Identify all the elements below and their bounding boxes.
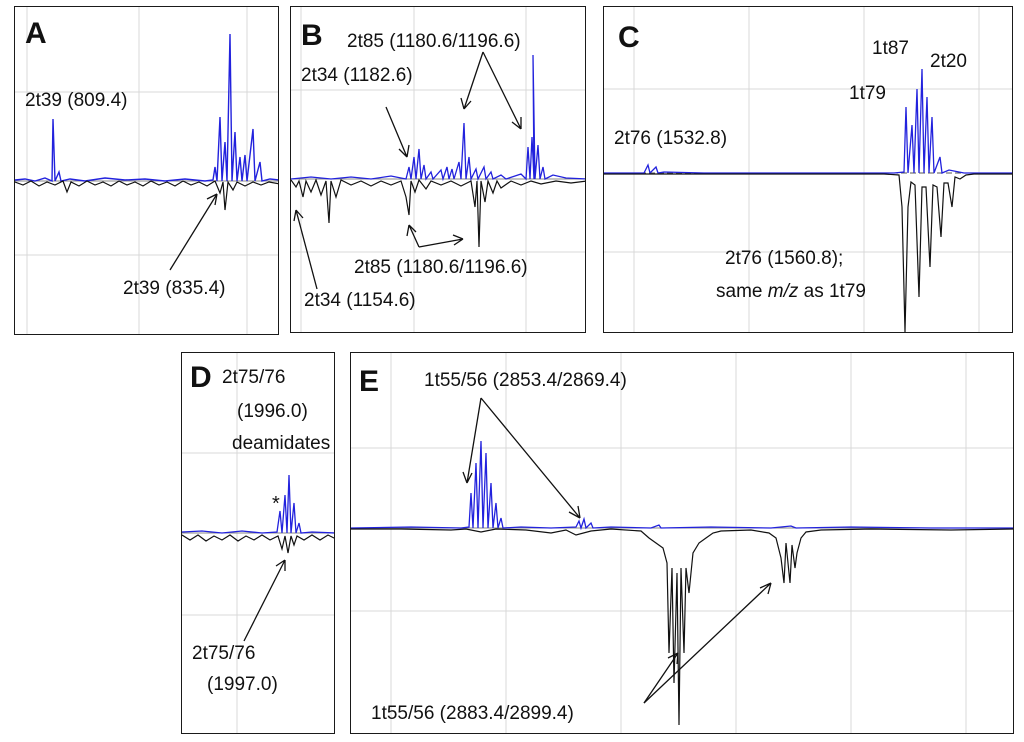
annotation-1997: (1997.0) xyxy=(207,674,278,695)
panel-e-plot xyxy=(351,353,1013,733)
annotation-2t85-negative: 2t85 (1180.6/1196.6) xyxy=(354,257,528,278)
annotation-1t79: 1t79 xyxy=(849,83,886,104)
arrow-icon xyxy=(418,234,464,248)
annotation-2t39-negative: 2t39 (835.4) xyxy=(123,278,226,299)
annotation-2t76-negative: 2t76 (1560.8); xyxy=(725,248,844,269)
annotation-2t75-76-positive: 2t75/76 xyxy=(222,367,286,388)
annotation-2t75-76-negative: 2t75/76 xyxy=(192,643,256,664)
annotation-deamidates: deamidates xyxy=(232,433,331,454)
arrow-icon xyxy=(385,106,410,158)
panel-c-label: C xyxy=(618,21,640,54)
annotation-mz-label: m/z xyxy=(767,281,799,302)
panel-b: B 2t85 (1180.6/1196.6) 2t34 (1182.6) 2t8… xyxy=(290,6,586,333)
panel-a: A 2t39 (809.4) 2t39 (835.4) xyxy=(14,6,279,335)
panel-c: C 1t87 2t20 1t79 2t76 (1532.8) 2t76 (156… xyxy=(603,6,1013,333)
annotation-2t39-positive: 2t39 (809.4) xyxy=(25,90,128,111)
annotation-as-1t79-label: as 1t79 xyxy=(803,281,866,302)
arrow-icon xyxy=(243,559,286,642)
arrow-icon xyxy=(482,51,522,130)
panel-d: D 2t75/76 (1996.0) deamidates * 2t75/76 … xyxy=(181,352,335,734)
annotation-2t34-positive: 2t34 (1182.6) xyxy=(301,65,413,86)
panel-c-grid xyxy=(604,7,1012,332)
annotation-1t55-56-negative: 1t55/56 (2883.4/2899.4) xyxy=(371,703,574,724)
panel-b-label: B xyxy=(301,19,323,52)
panel-d-arrows xyxy=(243,559,286,642)
arrowhead-icon xyxy=(206,193,218,206)
arrow-icon xyxy=(480,397,581,519)
panel-d-negative-trace xyxy=(182,534,334,554)
annotation-same-label: same xyxy=(716,281,763,302)
panel-e-grid xyxy=(351,353,1013,733)
panel-b-negative-trace xyxy=(291,178,585,248)
panel-d-label: D xyxy=(190,361,212,394)
arrow-icon xyxy=(643,652,679,704)
panel-c-positive-trace xyxy=(604,68,1012,175)
annotation-1t87: 1t87 xyxy=(872,38,909,59)
annotation-1996: (1996.0) xyxy=(237,401,308,422)
panel-e-positive-trace xyxy=(351,440,1013,531)
annotation-2t20: 2t20 xyxy=(930,51,967,72)
panel-a-grid xyxy=(15,7,278,334)
panel-d-positive-trace xyxy=(182,474,334,534)
annotation-2t85-positive: 2t85 (1180.6/1196.6) xyxy=(347,31,521,52)
panel-a-arrows xyxy=(169,193,218,271)
panel-b-plot xyxy=(291,7,585,332)
annotation-asterisk: * xyxy=(272,493,280,515)
annotation-2t34-negative: 2t34 (1154.6) xyxy=(304,290,416,311)
panel-d-grid xyxy=(182,353,334,733)
panel-e-label: E xyxy=(359,365,380,398)
panel-d-plot xyxy=(182,353,334,733)
annotation-2t76-positive: 2t76 (1532.8) xyxy=(614,128,728,149)
panel-e-negative-trace xyxy=(351,528,1013,726)
panel-e: E 1t55/56 (2853.4/2869.4) 1t55/56 (2883.… xyxy=(350,352,1014,734)
panel-c-negative-trace xyxy=(604,173,1012,332)
panel-b-arrows xyxy=(293,51,522,290)
panel-c-plot xyxy=(604,7,1012,332)
annotation-1t55-56-positive: 1t55/56 (2853.4/2869.4) xyxy=(424,370,627,391)
arrow-icon xyxy=(462,397,482,484)
panel-b-positive-trace xyxy=(291,54,585,182)
arrow-icon xyxy=(169,193,218,271)
panel-a-label: A xyxy=(25,17,47,50)
panel-a-positive-trace xyxy=(15,33,278,183)
arrow-icon xyxy=(293,209,318,290)
panel-e-arrows xyxy=(462,397,772,704)
arrow-icon xyxy=(643,582,772,704)
panel-a-plot xyxy=(15,7,278,334)
panel-a-negative-trace xyxy=(15,180,278,211)
arrow-icon xyxy=(406,224,420,248)
arrow-icon xyxy=(460,51,484,110)
annotation-same-mz: same m/z as 1t79 xyxy=(716,281,866,303)
